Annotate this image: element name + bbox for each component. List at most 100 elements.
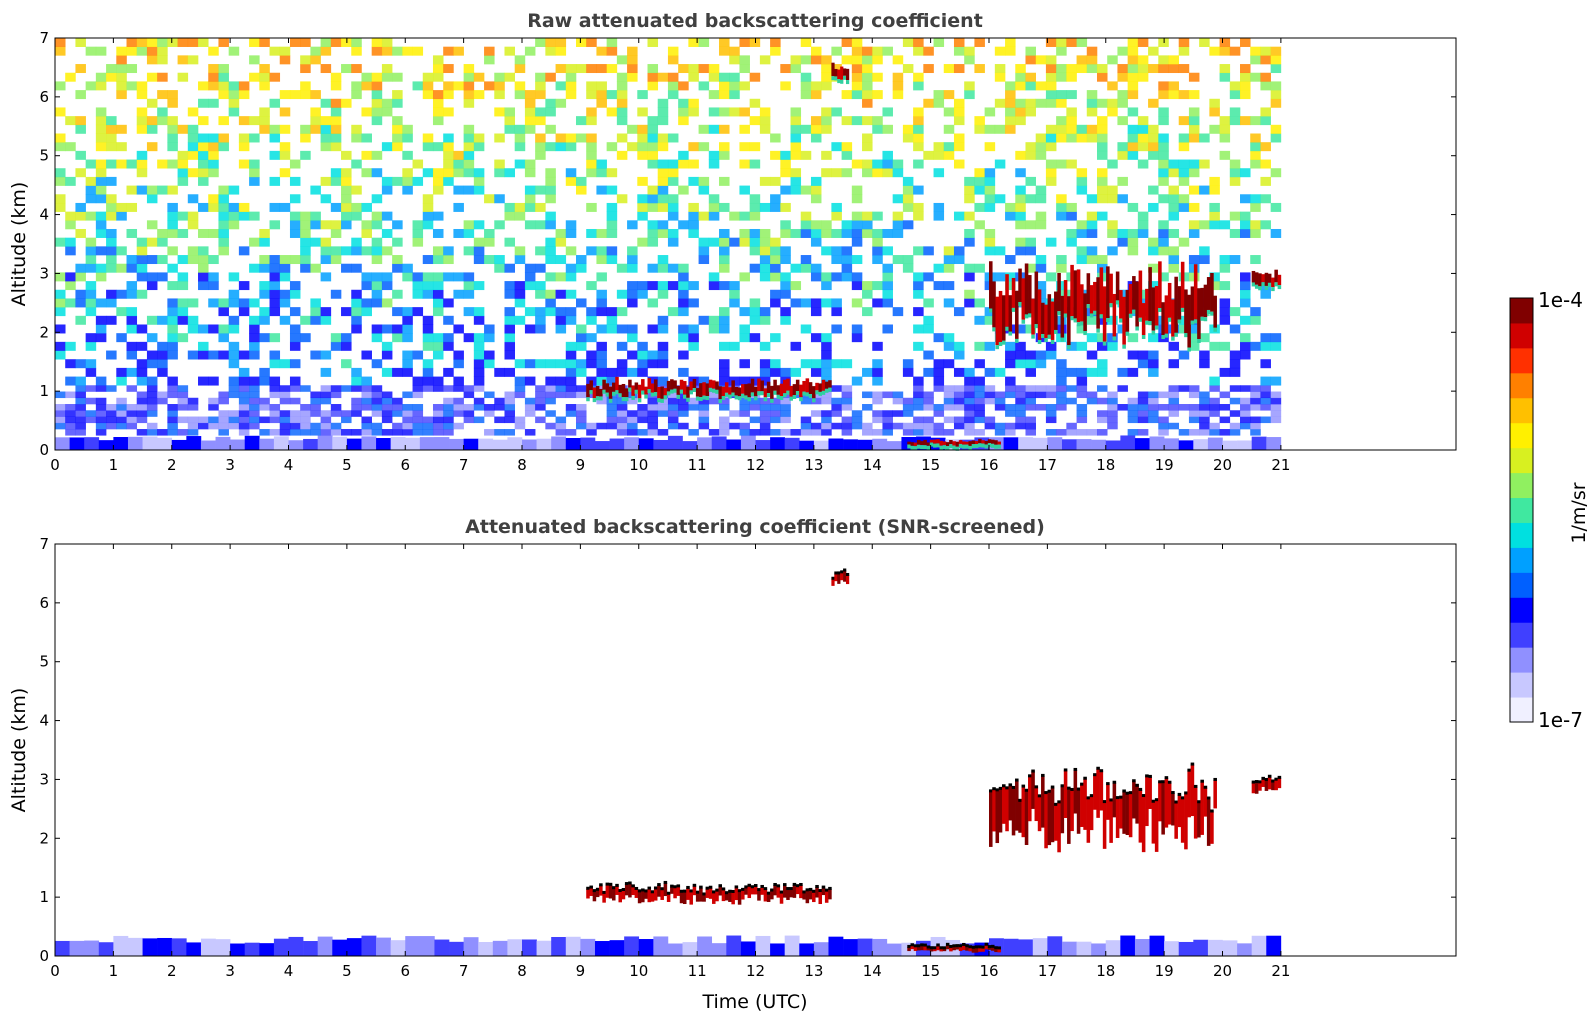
panel2-axes: 0 1 2 3 4 5 6 7 8 9 10 11 12 13 14 15 16 17 18 19 20 21012345… xyxy=(39,535,1457,980)
x-tick-label: 21 xyxy=(1271,962,1290,980)
heatmap-feature-background-noise xyxy=(55,38,1282,386)
x-tick-label: 10 xyxy=(629,962,648,980)
y-tick-label: 5 xyxy=(39,147,49,165)
colorbar-swatch xyxy=(1510,447,1533,474)
colorbar-swatch xyxy=(1510,397,1533,424)
x-tick-label: 5 xyxy=(342,962,352,980)
colorbar-swatch xyxy=(1510,572,1533,598)
colorbar-swatch xyxy=(1510,697,1533,723)
panel2-xlabel: Time (UTC) xyxy=(701,991,807,1013)
x-tick-label: 10 xyxy=(629,456,648,474)
colorbar-swatch xyxy=(1510,322,1533,349)
y-tick-label: 3 xyxy=(39,770,49,788)
x-tick-label: 15 xyxy=(921,456,940,474)
colorbar-swatch xyxy=(1510,547,1533,573)
panel2-heatmap xyxy=(55,568,1282,956)
heatmap-feature-low-cloud xyxy=(586,376,832,404)
panel2-title: Attenuated backscattering coefficient (S… xyxy=(465,516,1045,538)
x-tick-label: 5 xyxy=(342,456,352,474)
x-tick-label: 13 xyxy=(804,962,823,980)
y-tick-label: 7 xyxy=(39,535,49,553)
x-tick-label: 1 xyxy=(109,456,119,474)
colorbar xyxy=(1509,297,1534,723)
x-tick-label: 16 xyxy=(979,456,998,474)
panel1-axes: 0 1 2 3 4 5 6 7 8 9 10 11 12 13 14 15 16 17 18 19 20 21012345… xyxy=(39,29,1457,474)
heatmap-feature-mid-cloud-east xyxy=(1251,269,1282,292)
x-tick-label: 2 xyxy=(167,456,177,474)
x-tick-label: 13 xyxy=(804,456,823,474)
x-tick-label: 17 xyxy=(1038,962,1057,980)
x-tick-label: 8 xyxy=(517,456,527,474)
heatmap-feature-mid-cloud-east xyxy=(1251,774,1282,794)
y-tick-label: 0 xyxy=(39,441,49,459)
y-tick-label: 7 xyxy=(39,29,49,47)
colorbar-max-label: 1e-4 xyxy=(1538,288,1583,312)
y-tick-label: 1 xyxy=(39,382,49,400)
heatmap-feature-high-cloud xyxy=(831,568,850,586)
x-tick-label: 3 xyxy=(225,456,235,474)
heatmap-feature-mid-cloud xyxy=(989,261,1217,352)
panel1-heatmap xyxy=(55,38,1282,451)
x-tick-label: 15 xyxy=(921,962,940,980)
heatmap-feature-fog-low-cloud xyxy=(907,438,1001,451)
colorbar-swatch xyxy=(1510,472,1533,499)
colorbar-frame xyxy=(1509,297,1534,723)
colorbar-unit-label: 1/m/sr xyxy=(1568,482,1590,543)
y-tick-label: 2 xyxy=(39,323,49,341)
x-tick-label: 17 xyxy=(1038,456,1057,474)
x-tick-label: 1 xyxy=(109,962,119,980)
x-tick-label: 7 xyxy=(459,962,469,980)
panel1-title: Raw attenuated backscattering coefficien… xyxy=(527,10,983,32)
x-tick-label: 12 xyxy=(746,456,765,474)
x-tick-label: 9 xyxy=(576,962,586,980)
y-tick-label: 4 xyxy=(39,206,49,224)
colorbar-swatch xyxy=(1510,497,1533,523)
y-tick-label: 1 xyxy=(39,888,49,906)
x-tick-label: 0 xyxy=(50,962,60,980)
x-tick-label: 6 xyxy=(400,962,410,980)
y-tick-label: 3 xyxy=(39,264,49,282)
y-tick-label: 5 xyxy=(39,653,49,671)
colorbar-swatch xyxy=(1510,422,1533,449)
colorbar-min-label: 1e-7 xyxy=(1538,708,1583,732)
x-tick-label: 16 xyxy=(979,962,998,980)
x-tick-label: 12 xyxy=(746,962,765,980)
x-tick-label: 19 xyxy=(1155,456,1174,474)
x-tick-label: 20 xyxy=(1213,456,1232,474)
x-tick-label: 6 xyxy=(400,456,410,474)
x-tick-label: 20 xyxy=(1213,962,1232,980)
x-tick-label: 19 xyxy=(1155,962,1174,980)
x-tick-label: 7 xyxy=(459,456,469,474)
x-tick-label: 4 xyxy=(284,456,294,474)
colorbar-swatch xyxy=(1510,647,1533,673)
heatmap-feature-surface-layer xyxy=(55,435,1282,450)
heatmap-feature-high-cloud xyxy=(831,62,850,85)
y-tick-label: 2 xyxy=(39,829,49,847)
x-tick-label: 18 xyxy=(1096,962,1115,980)
x-tick-label: 4 xyxy=(284,962,294,980)
y-tick-label: 6 xyxy=(39,594,49,612)
y-tick-label: 0 xyxy=(39,947,49,965)
colorbar-swatch xyxy=(1510,298,1533,324)
heatmap-feature-low-cloud xyxy=(586,880,832,905)
colorbar-swatch xyxy=(1510,522,1533,548)
y-tick-label: 6 xyxy=(39,88,49,106)
colorbar-swatch xyxy=(1510,597,1533,623)
panel1-ylabel: Altitude (km) xyxy=(8,182,30,307)
panel2-ylabel: Altitude (km) xyxy=(8,688,30,813)
heatmap-feature-mid-cloud xyxy=(989,762,1217,853)
x-tick-label: 9 xyxy=(576,456,586,474)
colorbar-swatch xyxy=(1510,672,1533,698)
x-tick-label: 21 xyxy=(1271,456,1290,474)
colorbar-swatch xyxy=(1510,622,1533,648)
x-tick-label: 0 xyxy=(50,456,60,474)
x-tick-label: 14 xyxy=(863,962,882,980)
colorbar-swatch xyxy=(1510,347,1533,374)
heatmap-feature-fog-low-cloud xyxy=(907,942,1001,953)
x-tick-label: 11 xyxy=(688,962,707,980)
x-tick-label: 18 xyxy=(1096,456,1115,474)
colorbar-swatch xyxy=(1510,372,1533,399)
x-tick-label: 2 xyxy=(167,962,177,980)
x-tick-label: 3 xyxy=(225,962,235,980)
